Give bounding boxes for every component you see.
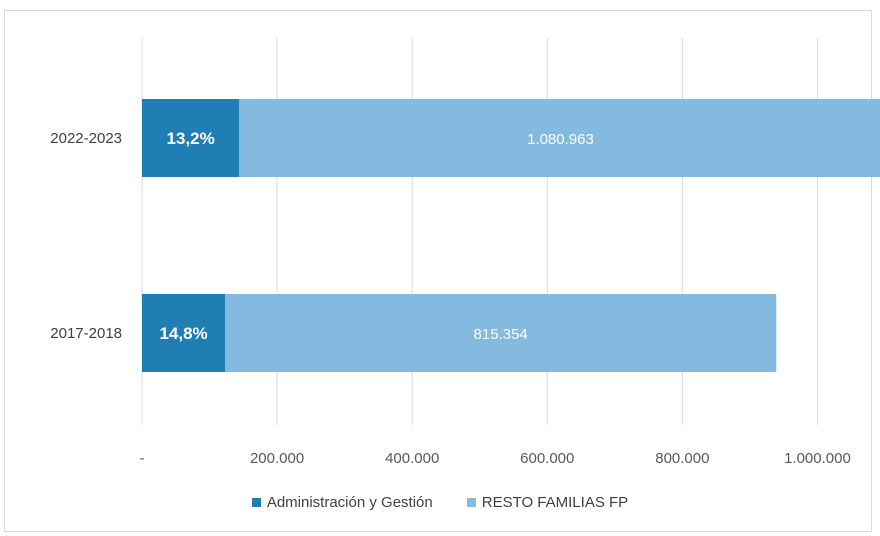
x-tick-label-4: 800.000 [655, 450, 709, 467]
x-tick-label-3: 600.000 [520, 450, 574, 467]
bar-2017-2018-series-1 [225, 294, 777, 372]
legend-item-administracion: Administración y Gestión [251, 494, 433, 511]
category-label-2022-2023: 2022-2023 [50, 130, 122, 147]
legend-label-resto: RESTO FAMILIAS FP [481, 494, 629, 511]
data-label-2022-2023-series-1: 1.080.963 [527, 131, 594, 148]
legend-label-administracion: Administración y Gestión [266, 494, 433, 511]
x-tick-label-0: - [140, 450, 145, 467]
x-tick-label-1: 200.000 [250, 450, 304, 467]
chart-frame [4, 10, 872, 532]
legend-item-resto: RESTO FAMILIAS FP [466, 494, 629, 511]
chart-legend: Administración y Gestión RESTO FAMILIAS … [0, 494, 880, 511]
legend-swatch-resto [466, 498, 476, 507]
bar-2017-2018-series-0 [142, 294, 226, 372]
bar-2022-2023-series-0 [142, 99, 240, 177]
data-label-2022-2023-series-0: 13,2% [167, 129, 215, 148]
data-label-2017-2018-series-0: 14,8% [159, 324, 207, 343]
x-tick-label-2: 400.000 [385, 450, 439, 467]
category-label-2017-2018: 2017-2018 [50, 325, 122, 342]
x-tick-label-5: 1.000.000 [784, 450, 851, 467]
data-label-2017-2018-series-1: 815.354 [474, 326, 528, 343]
bar-2022-2023-series-1 [239, 99, 880, 177]
legend-swatch-administracion [251, 498, 261, 507]
